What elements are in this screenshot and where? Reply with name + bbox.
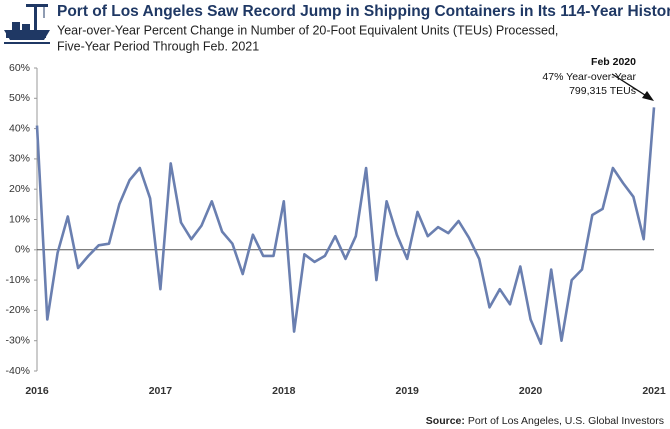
annotation-text: 799,315 TEUs [569, 85, 636, 97]
annotation-text: 47% Year-over-Year [542, 71, 636, 83]
x-tick-label: 2020 [519, 385, 543, 397]
subtitle: Year-over-Year Percent Change in Number … [57, 23, 558, 37]
y-tick-label: -30% [5, 334, 30, 346]
x-tick-label: 2021 [642, 385, 666, 397]
annotation-arrow [611, 73, 649, 98]
line [35, 107, 656, 345]
x-tick-label: 2016 [25, 385, 49, 397]
y-tick-label: 0% [15, 244, 30, 256]
x-tick-label: 2019 [396, 385, 420, 397]
annotation-arrowhead [642, 91, 654, 101]
source: Port of Los Angeles, U.S. Global Investo… [468, 415, 664, 427]
source-label: Source: [426, 415, 465, 427]
y-tick-label: -10% [5, 274, 30, 286]
annotation-title: Feb 2020 [591, 56, 636, 68]
y-tick-label: 40% [9, 122, 30, 134]
y-tick-label: -40% [5, 365, 30, 377]
chart-title: Port of Los Angeles Saw Record Jump in S… [57, 3, 670, 20]
subtitle: Five-Year Period Through Feb. 2021 [57, 39, 259, 53]
x-tick-label: 2017 [149, 385, 173, 397]
port-icon [4, 4, 50, 44]
y-tick-label: 20% [9, 183, 30, 195]
y-tick-label: 60% [9, 62, 30, 74]
y-tick-label: 50% [9, 92, 30, 104]
y-tick-label: 10% [9, 213, 30, 225]
y-tick-label: 30% [9, 153, 30, 165]
y-tick-label: -20% [5, 304, 30, 316]
x-tick-label: 2018 [272, 385, 296, 397]
